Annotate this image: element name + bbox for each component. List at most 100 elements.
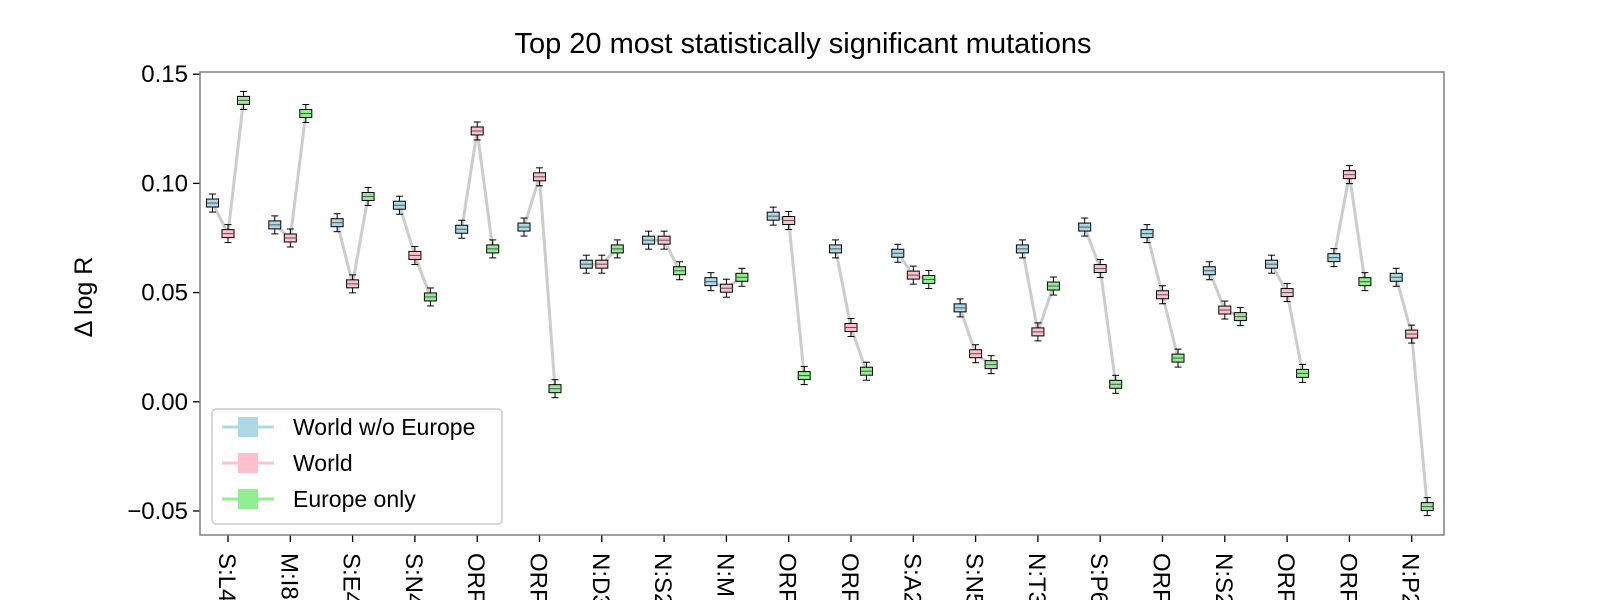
box-plot (766, 206, 780, 226)
box-plot (579, 254, 593, 274)
x-tick-label: N:M (711, 553, 738, 597)
box-plot (704, 272, 718, 292)
box-plot (984, 355, 998, 375)
box-plot (1265, 254, 1279, 274)
x-tick-label: ORF (525, 553, 552, 600)
box-plot (642, 230, 656, 250)
legend-swatch (238, 453, 258, 473)
box-plot (673, 261, 687, 281)
box-plot (1109, 374, 1123, 394)
y-tick-label: 0.10 (141, 170, 188, 197)
legend: World w/o Europe World Europe only (211, 408, 503, 525)
box-plot (1389, 267, 1403, 287)
connector-line (1270, 263, 1305, 374)
box-plot (299, 103, 313, 123)
x-tick-label: N:D3 (587, 553, 614, 600)
legend-swatch (238, 489, 258, 509)
box-plot (1280, 283, 1294, 303)
box-plot (1156, 285, 1169, 305)
connector-line (1332, 173, 1367, 282)
connector-line (273, 113, 308, 240)
box-plot (330, 213, 344, 233)
box-plot (221, 224, 235, 244)
box-plot (922, 269, 936, 289)
y-tick-label: 0.05 (141, 280, 188, 307)
box-plot (953, 298, 967, 318)
box-plot (969, 344, 983, 364)
y-tick-label: −0.05 (127, 498, 188, 525)
box-plot (719, 278, 733, 298)
connector-line (834, 248, 868, 372)
box-plot (346, 274, 360, 294)
x-tick-label: S:E4 (338, 553, 365, 600)
box-plot (1342, 165, 1356, 185)
x-tick-label: ORF (836, 553, 863, 600)
box-plot (1171, 348, 1185, 368)
connector-line (1394, 276, 1429, 507)
box-plot (548, 379, 562, 399)
box-plot (206, 193, 219, 213)
x-tick-label: ORF (1148, 553, 1175, 600)
box-plot (455, 219, 469, 239)
box-plot (237, 90, 250, 110)
box-plot (361, 186, 375, 206)
box-plot (735, 267, 749, 287)
box-plot (423, 287, 437, 307)
x-tick-label: S:L4 (213, 553, 240, 600)
legend-swatch (238, 417, 258, 437)
box-plot (797, 366, 811, 386)
box-plot (1078, 217, 1092, 237)
box-plot (1046, 276, 1060, 296)
box-plot (268, 215, 282, 235)
box-plot (1233, 307, 1247, 327)
x-tick-label: M:I8 (275, 553, 302, 600)
x-tick-label: S:P6 (1085, 553, 1112, 600)
x-tick-label: ORF (1334, 553, 1361, 600)
box-plot (486, 239, 500, 259)
box-plot (595, 254, 609, 274)
y-tick-label: 0.00 (141, 389, 188, 416)
box-plot (408, 245, 422, 265)
box-plot (829, 239, 842, 259)
connector-line (522, 175, 557, 389)
box-plot (1358, 272, 1372, 292)
x-axis: S:L4 M:I8 S:E4 S:N4 ORF ORF N:D3 N:S2 N:M ORF ORF S… (213, 535, 1424, 600)
x-tick-label: ORF (462, 553, 489, 600)
y-axis-label: Δ log R (70, 257, 98, 338)
box-plot (1218, 300, 1232, 320)
x-tick-label: ORF (1272, 553, 1299, 600)
legend-label: Europe only (293, 486, 416, 512)
box-plot (844, 318, 858, 338)
box-plot (1420, 497, 1434, 517)
x-tick-label: N:T3 (1023, 553, 1050, 600)
connector-line (335, 196, 370, 286)
box-plot (1296, 363, 1310, 383)
x-tick-label: S:N5 (961, 553, 988, 600)
box-plot (657, 230, 671, 250)
connector-line (772, 214, 806, 376)
plot-frame (199, 71, 1445, 536)
x-tick-label: S:N4 (400, 553, 427, 600)
y-axis: 0.15 0.10 0.05 0.00 −0.05 (127, 61, 200, 525)
box-plot (392, 195, 406, 215)
x-tick-label: N:S2 (1210, 553, 1237, 600)
x-tick-label: S:A2 (898, 553, 925, 600)
y-tick-label: 0.15 (141, 61, 188, 88)
box-plot (470, 121, 484, 141)
box-plot (1202, 261, 1216, 281)
box-plot (1405, 324, 1419, 344)
x-tick-label: ORF (774, 553, 801, 600)
box-plot (283, 228, 297, 248)
box-plot (610, 239, 624, 259)
x-tick-label: N:P2 (1397, 553, 1424, 600)
box-plot (1015, 239, 1029, 259)
box-plot (906, 265, 920, 285)
legend-label: World w/o Europe (293, 414, 475, 440)
box-plot (782, 211, 796, 231)
legend-frame (211, 408, 503, 525)
box-plot (1327, 248, 1341, 268)
box-plot (891, 243, 905, 263)
legend-label: World (293, 450, 353, 476)
connector-line (211, 100, 245, 236)
